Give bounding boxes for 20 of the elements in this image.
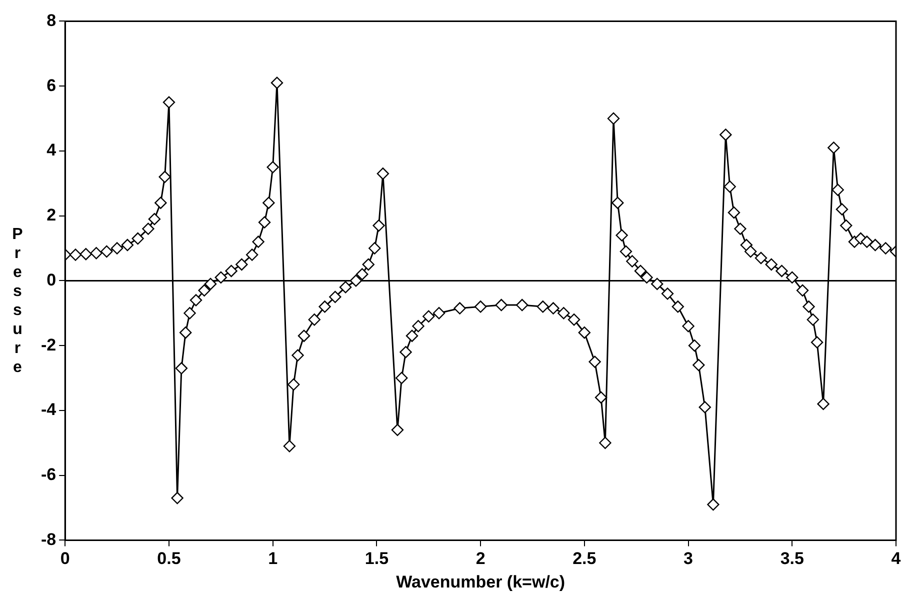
x-axis-title: Wavenumber (k=w/c) — [396, 572, 566, 592]
x-tick-label: 0.5 — [157, 549, 181, 568]
x-tick-label: 2 — [476, 549, 486, 568]
y-axis-title: Pressure — [8, 226, 27, 378]
y-tick-label: 8 — [46, 10, 56, 30]
y-tick-label: 6 — [46, 76, 56, 95]
x-tick-label: 0 — [60, 549, 70, 568]
x-tick-label: 2.5 — [572, 549, 596, 568]
x-tick-label: 3 — [684, 549, 694, 568]
y-tick-label: -4 — [40, 400, 57, 420]
y-tick-label: -6 — [40, 465, 56, 484]
x-tick-label: 1 — [268, 549, 278, 568]
y-tick-label: -8 — [40, 530, 56, 549]
y-tick-label: 2 — [46, 206, 56, 225]
x-tick-label: 4 — [891, 549, 902, 568]
x-tick-label: 1.5 — [364, 549, 389, 568]
y-tick-label: -2 — [40, 335, 56, 354]
x-tick-label: 3.5 — [780, 549, 804, 568]
y-tick-label: 0 — [46, 270, 56, 290]
y-tick-label: 4 — [46, 140, 57, 160]
